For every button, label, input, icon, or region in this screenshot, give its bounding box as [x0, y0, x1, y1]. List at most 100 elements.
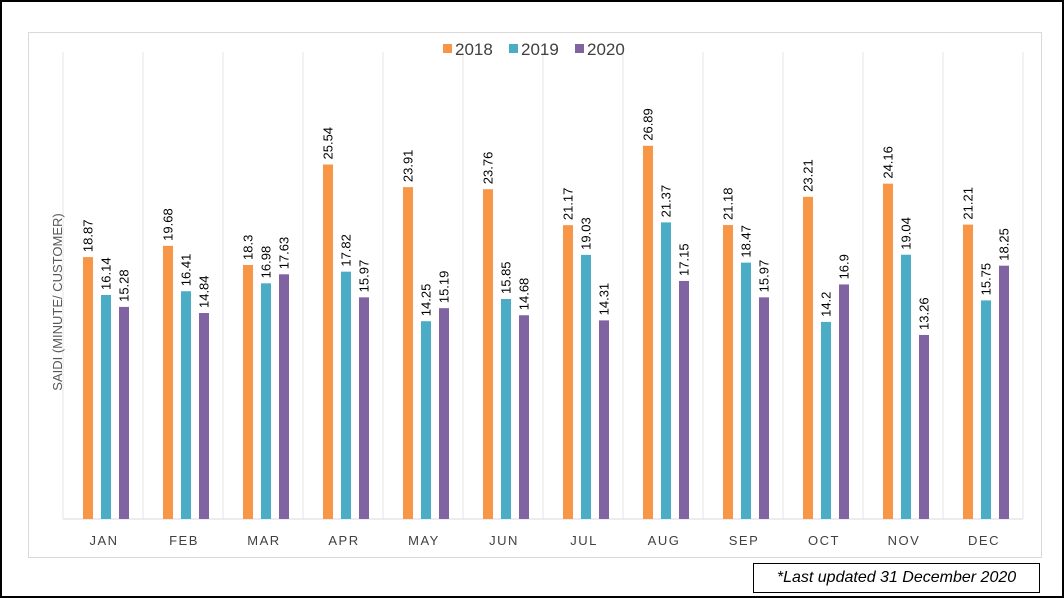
x-tick-aug: AUG [648, 533, 681, 548]
data-label-2018-jul: 21.17 [561, 188, 576, 221]
bar-2020-aug [679, 280, 689, 519]
bar-2019-feb [181, 291, 191, 519]
bar-2019-may [421, 321, 431, 519]
data-label-2019-aug: 21.37 [659, 185, 674, 218]
x-tick-jan: JAN [89, 533, 118, 548]
bar-2020-nov [919, 334, 929, 519]
data-label-2018-aug: 26.89 [641, 108, 656, 141]
bar-2019-mar [261, 283, 271, 519]
data-label-2019-sep: 18.47 [739, 225, 754, 258]
x-tick-may: MAY [408, 533, 440, 548]
bar-2019-aug [661, 222, 671, 519]
bar-2018-feb [163, 245, 173, 519]
bar-2020-jul [599, 320, 609, 519]
x-tick-sep: SEP [729, 533, 760, 548]
bar-2019-nov [901, 254, 911, 519]
bar-2018-dec [963, 224, 973, 519]
data-label-2020-apr: 15.97 [357, 260, 372, 293]
x-tick-apr: APR [328, 533, 359, 548]
x-tick-feb: FEB [169, 533, 199, 548]
legend-swatch-2020 [575, 44, 584, 53]
x-tick-mar: MAR [247, 533, 280, 548]
data-label-2019-nov: 19.04 [899, 217, 914, 250]
data-label-2019-may: 14.25 [419, 284, 434, 317]
data-label-2020-dec: 18.25 [997, 228, 1012, 261]
data-label-2019-mar: 16.98 [259, 246, 274, 279]
data-label-2019-jan: 16.14 [99, 257, 114, 290]
bar-2020-may [439, 308, 449, 519]
bar-2018-oct [803, 196, 813, 519]
data-label-2018-jan: 18.87 [81, 220, 96, 253]
legend: 2018 2019 2020 [443, 40, 625, 59]
bar-2018-aug [643, 145, 653, 520]
x-tick-nov: NOV [888, 533, 921, 548]
chart-area-border [28, 32, 1042, 558]
bar-2018-apr [323, 164, 333, 519]
bar-2018-sep [723, 225, 733, 519]
bar-2020-dec [999, 265, 1009, 519]
bar-2018-jun [483, 189, 493, 520]
data-label-2019-dec: 15.75 [979, 263, 994, 296]
data-label-2019-feb: 16.41 [179, 254, 194, 287]
legend-label-2020: 2020 [587, 40, 625, 59]
legend-label-2018: 2018 [455, 40, 493, 59]
bar-2019-oct [821, 321, 831, 519]
bar-2018-jan [83, 257, 93, 519]
bar-2019-jul [581, 254, 591, 520]
x-tick-labels: JAN FEB MAR APR MAY JUN JUL AUG SEP OCT NOV DEC [89, 533, 1000, 548]
bar-2019-dec [981, 300, 991, 519]
last-updated-note: *Last updated 31 December 2020 [753, 563, 1040, 593]
bar-2019-sep [741, 262, 751, 519]
bar-2020-jun [519, 315, 529, 519]
bar-2020-jan [119, 306, 129, 519]
bar-2020-mar [279, 274, 289, 519]
data-label-2020-nov: 13.26 [917, 297, 932, 330]
bar-2020-feb [199, 313, 209, 519]
data-label-2020-jan: 15.28 [117, 269, 132, 302]
bar-2018-mar [243, 264, 253, 519]
bar-2020-oct [839, 284, 849, 519]
data-label-2018-dec: 21.21 [961, 187, 976, 220]
x-tick-dec: DEC [968, 533, 1000, 548]
gridlines [62, 52, 1024, 520]
data-label-2020-oct: 16.9 [837, 254, 852, 279]
data-label-2018-nov: 24.16 [881, 146, 896, 179]
bar-2019-jun [501, 299, 511, 519]
data-label-2019-oct: 14.2 [819, 292, 834, 317]
legend-swatch-2018 [443, 44, 452, 53]
data-label-2020-mar: 17.63 [277, 237, 292, 270]
data-label-2019-jul: 19.03 [579, 217, 594, 250]
bar-2018-may [403, 187, 413, 519]
data-label-2020-aug: 17.15 [677, 243, 692, 276]
data-label-2018-oct: 23.21 [801, 159, 816, 192]
bar-2020-sep [759, 297, 769, 519]
x-tick-jun: JUN [489, 533, 519, 548]
data-label-2019-apr: 17.82 [339, 234, 354, 267]
data-label-2019-jun: 15.85 [499, 261, 514, 294]
data-label-2018-sep: 21.18 [721, 187, 736, 220]
data-label-2018-jun: 23.76 [481, 152, 496, 185]
data-label-2018-apr: 25.54 [321, 127, 336, 160]
y-axis-label: SAIDI (MINUTE/ CUSTOMER) [50, 213, 65, 391]
bar-2020-apr [359, 297, 369, 519]
legend-label-2019: 2019 [521, 40, 559, 59]
bars [83, 145, 1009, 520]
data-label-2020-sep: 15.97 [757, 260, 772, 293]
bar-2019-apr [341, 271, 351, 519]
x-tick-oct: OCT [808, 533, 840, 548]
bar-2019-jan [101, 294, 111, 519]
data-label-2020-jul: 14.31 [597, 283, 612, 316]
data-label-2018-feb: 19.68 [161, 208, 176, 241]
data-label-2020-may: 15.19 [437, 271, 452, 304]
legend-swatch-2019 [509, 44, 518, 53]
data-label-2020-jun: 14.68 [517, 278, 532, 311]
data-label-2020-feb: 14.84 [197, 275, 212, 308]
data-label-2018-may: 23.91 [401, 150, 416, 183]
bar-2018-jul [563, 225, 573, 519]
bar-2018-nov [883, 183, 893, 520]
x-tick-jul: JUL [570, 533, 598, 548]
data-label-2018-mar: 18.3 [241, 235, 256, 260]
